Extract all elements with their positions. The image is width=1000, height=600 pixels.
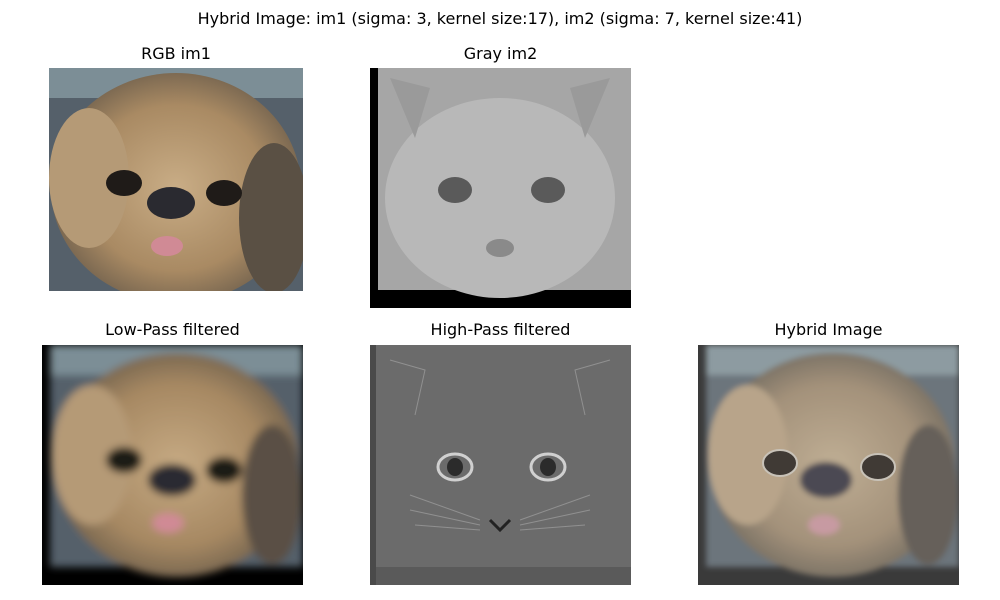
hybrid-image xyxy=(698,345,959,585)
panel-title-hybrid: Hybrid Image xyxy=(774,320,883,339)
panel-title-high-pass: High-Pass filtered xyxy=(430,320,571,339)
rgb-im1-image xyxy=(49,68,303,291)
high-pass-image xyxy=(370,345,631,585)
panel-title-rgb-im1: RGB im1 xyxy=(141,44,211,63)
panel-title-low-pass: Low-Pass filtered xyxy=(105,320,240,339)
gray-im2-image xyxy=(370,68,631,308)
figure-suptitle: Hybrid Image: im1 (sigma: 3, kernel size… xyxy=(197,9,803,28)
low-pass-image xyxy=(42,345,303,585)
panel-title-gray-im2: Gray im2 xyxy=(463,44,538,63)
